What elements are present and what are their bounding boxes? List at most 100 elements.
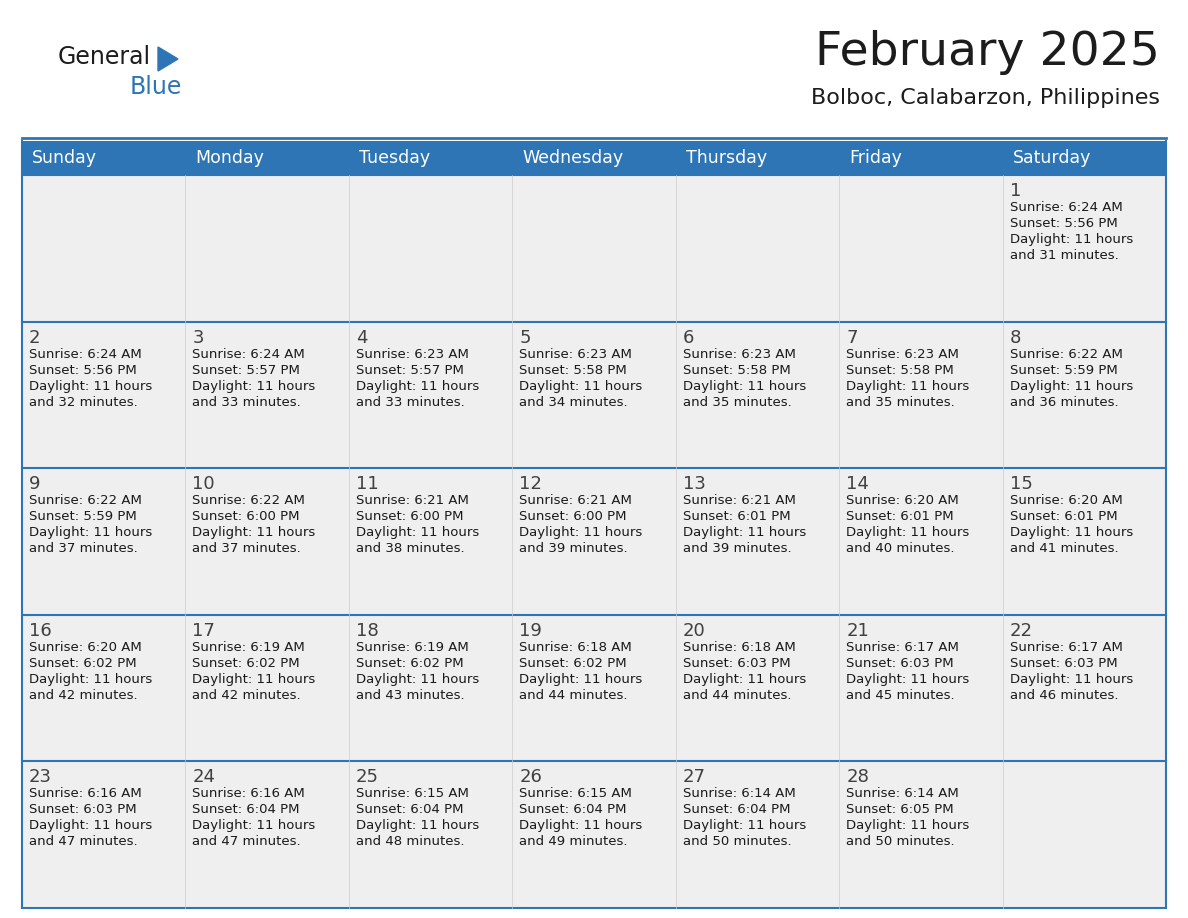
Text: and 47 minutes.: and 47 minutes. (29, 835, 138, 848)
Text: and 50 minutes.: and 50 minutes. (846, 835, 955, 848)
Text: Sunrise: 6:23 AM: Sunrise: 6:23 AM (683, 348, 796, 361)
Text: Sunset: 5:58 PM: Sunset: 5:58 PM (683, 364, 790, 376)
Text: Daylight: 11 hours: Daylight: 11 hours (846, 673, 969, 686)
Text: Sunset: 6:00 PM: Sunset: 6:00 PM (356, 510, 463, 523)
Text: Wednesday: Wednesday (522, 149, 624, 167)
Text: and 50 minutes.: and 50 minutes. (683, 835, 791, 848)
Text: Sunset: 6:05 PM: Sunset: 6:05 PM (846, 803, 954, 816)
Text: Daylight: 11 hours: Daylight: 11 hours (192, 380, 316, 393)
Text: 23: 23 (29, 768, 52, 787)
Text: Sunrise: 6:17 AM: Sunrise: 6:17 AM (846, 641, 959, 654)
Text: Sunset: 6:00 PM: Sunset: 6:00 PM (192, 510, 299, 523)
Text: Sunrise: 6:18 AM: Sunrise: 6:18 AM (519, 641, 632, 654)
Text: Sunday: Sunday (32, 149, 96, 167)
Text: Sunset: 6:02 PM: Sunset: 6:02 PM (356, 656, 463, 670)
Text: and 42 minutes.: and 42 minutes. (192, 688, 301, 701)
Bar (23, 615, 1165, 761)
Text: and 33 minutes.: and 33 minutes. (192, 396, 302, 409)
Text: Sunset: 5:58 PM: Sunset: 5:58 PM (846, 364, 954, 376)
Text: Sunrise: 6:17 AM: Sunrise: 6:17 AM (1010, 641, 1123, 654)
Text: Sunrise: 6:23 AM: Sunrise: 6:23 AM (846, 348, 959, 361)
Text: Tuesday: Tuesday (359, 149, 430, 167)
Text: and 46 minutes.: and 46 minutes. (1010, 688, 1118, 701)
Polygon shape (158, 47, 178, 71)
Text: 20: 20 (683, 621, 706, 640)
Text: Daylight: 11 hours: Daylight: 11 hours (29, 673, 152, 686)
Text: Sunrise: 6:20 AM: Sunrise: 6:20 AM (1010, 494, 1123, 508)
Text: General: General (58, 45, 151, 69)
Text: Sunrise: 6:24 AM: Sunrise: 6:24 AM (1010, 201, 1123, 214)
Text: 25: 25 (356, 768, 379, 787)
Text: and 48 minutes.: and 48 minutes. (356, 835, 465, 848)
Bar (349, 141, 512, 175)
Text: Sunset: 6:01 PM: Sunset: 6:01 PM (1010, 510, 1117, 523)
Text: Daylight: 11 hours: Daylight: 11 hours (519, 380, 643, 393)
Text: Sunset: 6:04 PM: Sunset: 6:04 PM (683, 803, 790, 816)
Text: and 34 minutes.: and 34 minutes. (519, 396, 628, 409)
Text: 1: 1 (1010, 182, 1020, 200)
Text: 5: 5 (519, 329, 531, 347)
Text: Sunrise: 6:20 AM: Sunrise: 6:20 AM (29, 641, 141, 654)
Text: Sunrise: 6:21 AM: Sunrise: 6:21 AM (356, 494, 469, 508)
Bar (185, 141, 349, 175)
Bar (512, 141, 676, 175)
Text: 14: 14 (846, 476, 868, 493)
Text: 8: 8 (1010, 329, 1020, 347)
Text: Sunrise: 6:24 AM: Sunrise: 6:24 AM (192, 348, 305, 361)
Text: Bolboc, Calabarzon, Philippines: Bolboc, Calabarzon, Philippines (811, 88, 1159, 108)
Text: Daylight: 11 hours: Daylight: 11 hours (1010, 380, 1133, 393)
Text: and 37 minutes.: and 37 minutes. (192, 543, 302, 555)
Text: Daylight: 11 hours: Daylight: 11 hours (1010, 233, 1133, 246)
Text: and 44 minutes.: and 44 minutes. (519, 688, 627, 701)
Text: Daylight: 11 hours: Daylight: 11 hours (683, 526, 805, 539)
Text: Sunrise: 6:16 AM: Sunrise: 6:16 AM (29, 788, 141, 800)
Text: Daylight: 11 hours: Daylight: 11 hours (683, 820, 805, 833)
Text: 19: 19 (519, 621, 542, 640)
Text: Daylight: 11 hours: Daylight: 11 hours (29, 820, 152, 833)
Text: 22: 22 (1010, 621, 1032, 640)
Text: Sunset: 6:04 PM: Sunset: 6:04 PM (192, 803, 299, 816)
Text: Sunset: 5:57 PM: Sunset: 5:57 PM (356, 364, 463, 376)
Text: and 42 minutes.: and 42 minutes. (29, 688, 138, 701)
Text: Sunrise: 6:18 AM: Sunrise: 6:18 AM (683, 641, 796, 654)
Text: 3: 3 (192, 329, 204, 347)
Text: and 37 minutes.: and 37 minutes. (29, 543, 138, 555)
Text: and 36 minutes.: and 36 minutes. (1010, 396, 1118, 409)
Text: 4: 4 (356, 329, 367, 347)
Text: 10: 10 (192, 476, 215, 493)
Text: 21: 21 (846, 621, 868, 640)
Text: Monday: Monday (195, 149, 264, 167)
Text: Daylight: 11 hours: Daylight: 11 hours (1010, 673, 1133, 686)
Text: Daylight: 11 hours: Daylight: 11 hours (846, 820, 969, 833)
Text: Saturday: Saturday (1012, 149, 1091, 167)
Text: and 41 minutes.: and 41 minutes. (1010, 543, 1118, 555)
Text: Daylight: 11 hours: Daylight: 11 hours (846, 526, 969, 539)
Text: Daylight: 11 hours: Daylight: 11 hours (356, 673, 479, 686)
Bar (23, 141, 185, 175)
Text: Sunset: 6:00 PM: Sunset: 6:00 PM (519, 510, 627, 523)
Text: Sunset: 6:02 PM: Sunset: 6:02 PM (519, 656, 627, 670)
Text: 11: 11 (356, 476, 379, 493)
Text: Sunset: 6:01 PM: Sunset: 6:01 PM (846, 510, 954, 523)
Text: 17: 17 (192, 621, 215, 640)
Text: 18: 18 (356, 621, 379, 640)
Text: Sunset: 5:57 PM: Sunset: 5:57 PM (192, 364, 301, 376)
Text: Sunrise: 6:19 AM: Sunrise: 6:19 AM (356, 641, 468, 654)
Text: Daylight: 11 hours: Daylight: 11 hours (192, 526, 316, 539)
Text: Sunset: 6:02 PM: Sunset: 6:02 PM (29, 656, 137, 670)
Text: 12: 12 (519, 476, 542, 493)
Text: Daylight: 11 hours: Daylight: 11 hours (29, 380, 152, 393)
Text: Sunrise: 6:22 AM: Sunrise: 6:22 AM (1010, 348, 1123, 361)
Text: Sunrise: 6:19 AM: Sunrise: 6:19 AM (192, 641, 305, 654)
Bar (23, 468, 1165, 615)
Text: Sunrise: 6:23 AM: Sunrise: 6:23 AM (519, 348, 632, 361)
Bar (23, 761, 1165, 908)
Text: Sunset: 5:58 PM: Sunset: 5:58 PM (519, 364, 627, 376)
Text: and 39 minutes.: and 39 minutes. (683, 543, 791, 555)
Text: 15: 15 (1010, 476, 1032, 493)
Text: Daylight: 11 hours: Daylight: 11 hours (846, 380, 969, 393)
Text: 16: 16 (29, 621, 52, 640)
Text: 26: 26 (519, 768, 542, 787)
Bar (23, 321, 1165, 468)
Text: Sunrise: 6:16 AM: Sunrise: 6:16 AM (192, 788, 305, 800)
